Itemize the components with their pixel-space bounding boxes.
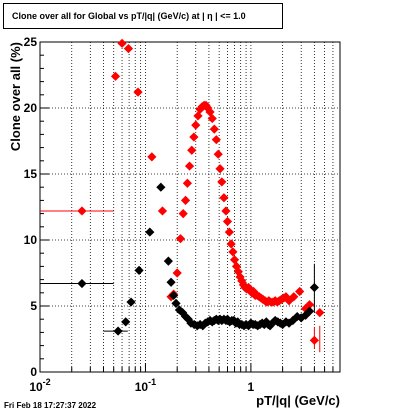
data-point-red [133,87,143,97]
y-axis-title: Clone over all (%) [8,42,23,151]
data-point-red [189,132,199,142]
data-point-red [228,247,238,257]
data-point-black [309,282,319,293]
data-point-red [182,178,193,188]
data-point-red [157,206,168,216]
data-point-red [209,124,219,134]
data-point-black [267,318,278,328]
data-point-red [184,161,195,171]
x-tick-label: 10-2 [29,377,50,394]
data-point-red [123,44,134,54]
data-point-red [289,292,299,302]
data-point-red [295,286,305,297]
data-point-red [235,272,245,282]
x-tick-label: 1 [248,380,255,394]
data-point-red [175,234,186,244]
data-point-red [77,206,87,216]
data-point-red [191,120,201,130]
data-point-black [156,182,166,192]
data-point-red [217,177,227,187]
data-point-red [193,111,203,121]
data-point-red [172,268,182,278]
data-point-red [110,71,121,81]
data-point-red [309,335,319,345]
data-point-black [134,265,144,275]
data-point-red [207,113,217,124]
data-point-black [113,326,123,336]
chart-title: Clone over all for Global vs pT/|q| (GeV… [12,11,246,21]
data-point-red [229,255,240,265]
data-point-red [222,216,233,227]
x-tick-label: 10-1 [135,377,156,394]
data-point-black [169,290,179,301]
data-point-black [284,318,294,328]
y-tick-label: 5 [30,299,37,313]
data-point-black [177,308,188,318]
data-point-red [180,195,191,205]
y-tick-label: 15 [24,167,38,181]
data-point-black [278,319,288,330]
chart-title-box: Clone over all for Global vs pT/|q| (GeV… [3,3,283,29]
data-point-red [219,193,229,203]
data-point-red [147,152,157,162]
data-point-black [121,317,131,327]
data-point-red [226,239,236,249]
data-point-red [178,209,188,219]
data-point-red [211,135,221,145]
data-point-black [288,315,298,326]
x-axis-title: pT/|q| (GeV/c) [256,393,340,408]
data-point-black [166,277,176,287]
data-point-black [126,297,136,307]
data-point-black [171,298,181,308]
timestamp-footer: Fri Feb 18 17:27:37 2022 [4,401,97,410]
data-point-red [304,300,315,310]
data-point-red [117,38,127,48]
data-point-black [77,278,87,289]
y-tick-label: 10 [24,233,38,247]
y-tick-label: 0 [30,365,37,379]
data-point-red [231,261,242,271]
data-point-black [304,306,315,316]
data-point-black [163,256,173,266]
data-point-red [203,103,213,113]
data-point-red [215,164,225,174]
data-point-red [224,227,234,237]
y-tick-label: 25 [24,35,38,49]
plot-frame [39,41,341,373]
data-point-red [187,145,197,155]
data-point-red [284,296,294,306]
data-point-black [265,321,275,331]
y-tick-label: 20 [24,101,38,115]
data-point-black [145,227,155,237]
data-point-red [315,308,325,318]
data-point-red [213,149,223,159]
data-point-black [174,305,185,315]
data-point-red [221,206,231,216]
